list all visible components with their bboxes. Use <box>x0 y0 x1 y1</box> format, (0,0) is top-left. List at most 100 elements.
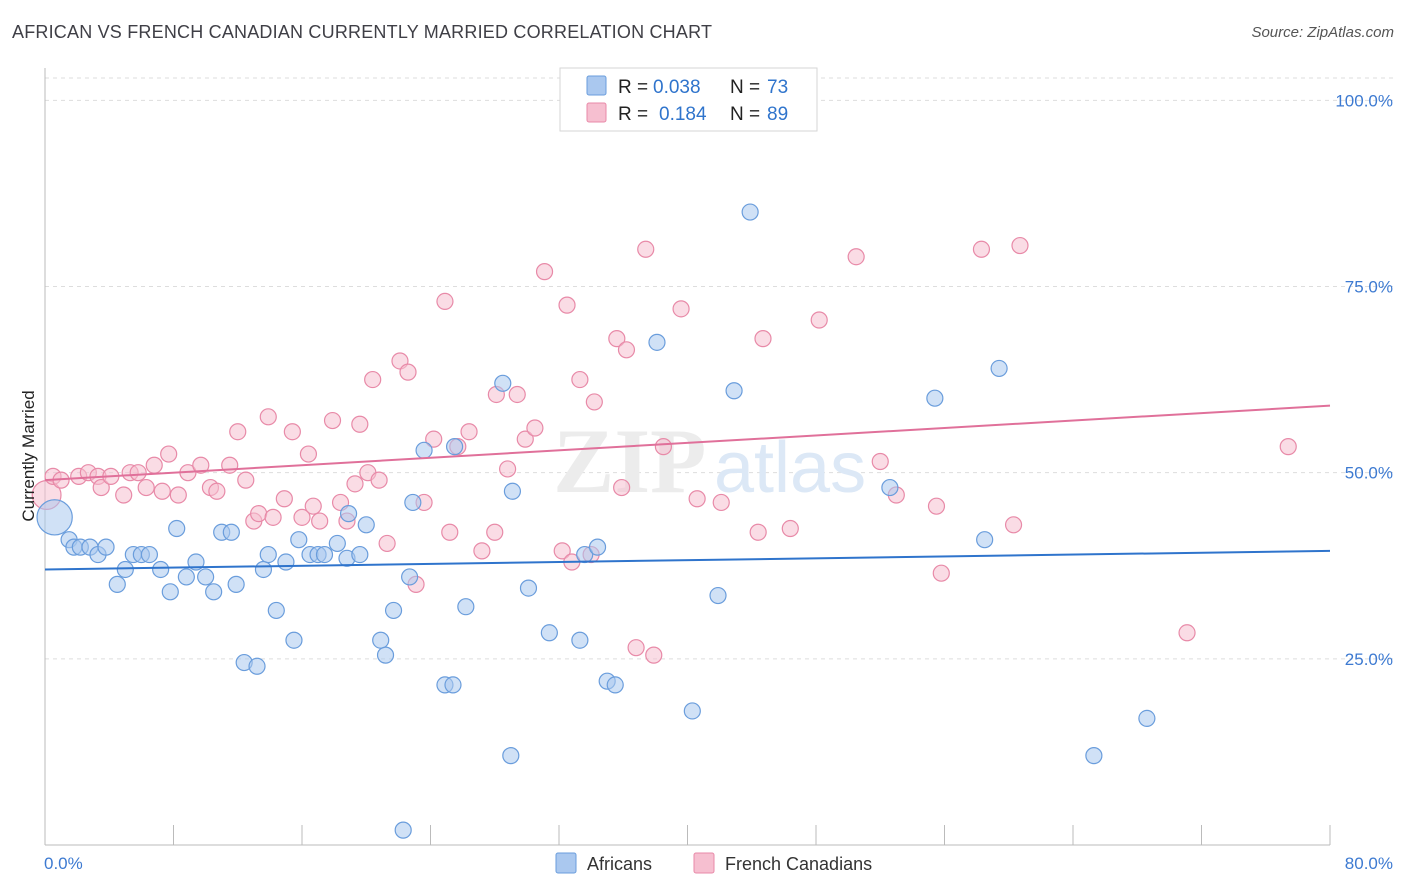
series-legend-swatch-french-canadians <box>693 852 715 874</box>
y-axis-label: Currently Married <box>19 390 38 521</box>
africans-point-63 <box>881 478 899 497</box>
series-legend-label-africans: Africans <box>587 854 652 874</box>
africans-point-23 <box>248 657 266 675</box>
french-canadians-point-65 <box>617 341 636 359</box>
trend-lines <box>44 404 1331 571</box>
french-canadians-point-46 <box>425 430 443 448</box>
legend-n-value-africans: 73 <box>767 77 788 98</box>
africans-point-55 <box>588 538 607 556</box>
legend-r-label-french-canadians: R = <box>618 104 648 125</box>
french-canadians-point-53 <box>499 460 517 478</box>
africans-point-46 <box>444 676 462 694</box>
africans-point-47 <box>445 438 464 456</box>
africans-point-43 <box>404 493 422 512</box>
french-canadians-point-80 <box>927 497 946 515</box>
africans-trend-line <box>44 549 1331 571</box>
africans-point-38 <box>372 631 390 649</box>
french-canadians-point-22 <box>237 471 255 489</box>
africans-point-27 <box>277 553 295 571</box>
french-canadians-point-62 <box>585 393 603 411</box>
africans-point-42 <box>401 568 419 586</box>
series-french-canadians-points <box>31 236 1297 664</box>
french-canadians-point-61 <box>571 370 589 389</box>
legend-r-value-french-canadians: 0.184 <box>659 104 707 125</box>
x-tick-label-max: 80.0% <box>1345 854 1393 873</box>
french-canadians-point-26 <box>264 508 282 526</box>
series-legend: Africans French Canadians <box>555 852 872 874</box>
french-canadians-point-39 <box>364 370 382 389</box>
french-canadians-point-36 <box>346 475 364 493</box>
africans-point-14 <box>168 519 186 538</box>
africans-point-60 <box>709 586 727 605</box>
africans-point-49 <box>494 374 512 392</box>
french-canadians-point-24 <box>250 505 268 523</box>
french-canadians-point-14 <box>160 445 178 463</box>
french-canadians-point-32 <box>311 512 329 530</box>
africans-point-16 <box>187 553 205 571</box>
french-canadians-point-74 <box>754 330 772 348</box>
french-canadians-point-13 <box>153 482 171 500</box>
x-tick-label-min: 0.0% <box>44 854 83 873</box>
africans-point-8 <box>116 560 134 579</box>
africans-point-40 <box>384 601 403 620</box>
french-canadians-point-59 <box>558 296 576 314</box>
french-canadians-point-63 <box>608 330 626 348</box>
africans-point-64 <box>926 389 944 407</box>
africans-point-66 <box>990 359 1008 378</box>
french-canadians-point-70 <box>672 300 690 318</box>
africans-point-28 <box>285 631 303 649</box>
africans-point-26 <box>267 601 285 620</box>
africans-point-36 <box>351 545 369 564</box>
chart-source: Source: ZipAtlas.com <box>1251 24 1394 41</box>
africans-point-48 <box>457 598 475 616</box>
french-canadians-point-12 <box>145 456 163 474</box>
africans-point-68 <box>1138 709 1156 728</box>
africans-point-17 <box>197 568 215 586</box>
africans-point-37 <box>357 516 375 534</box>
africans-point-61 <box>725 382 743 400</box>
africans-point-69 <box>502 747 520 765</box>
french-canadians-point-6 <box>92 478 110 497</box>
french-canadians-point-83 <box>1004 516 1023 534</box>
french-canadians-point-29 <box>293 508 311 526</box>
french-canadians-point-78 <box>871 452 889 471</box>
french-canadians-point-56 <box>526 419 544 437</box>
french-canadians-point-58 <box>553 542 571 560</box>
french-canadians-point-19 <box>208 482 226 500</box>
french-canadians-point-71 <box>688 490 706 508</box>
legend-n-label-africans: N = <box>730 77 760 98</box>
legend-r-value-africans: 0.038 <box>653 77 701 98</box>
africans-point-33 <box>328 534 346 553</box>
africans-point-6 <box>97 538 115 556</box>
africans-point-44 <box>415 441 433 459</box>
africans-point-32 <box>315 545 334 564</box>
french-canadians-point-76 <box>810 311 828 329</box>
africans-point-39 <box>376 646 395 664</box>
africans-point-11 <box>140 545 159 564</box>
french-canadians-point-50 <box>460 423 478 441</box>
stats-legend: R = 0.038 N = 73 R = 0.184 N = 89 <box>559 67 818 132</box>
french-canadians-point-20 <box>221 456 239 474</box>
africans-point-18 <box>205 583 223 601</box>
french-canadians-point-86 <box>1279 438 1297 456</box>
french-canadians-point-43 <box>399 363 417 381</box>
africans-point-62 <box>741 203 759 221</box>
legend-r-label-africans: R = <box>618 77 648 98</box>
africans-point-53 <box>571 631 589 649</box>
chart-title: AFRICAN VS FRENCH CANADIAN CURRENTLY MAR… <box>12 22 713 42</box>
africans-point-13 <box>161 583 179 601</box>
french-canadians-point-68 <box>645 646 663 664</box>
french-canadians-point-11 <box>137 478 155 497</box>
africans-point-59 <box>683 702 701 720</box>
french-canadians-point-27 <box>275 490 293 508</box>
series-legend-swatch-africans <box>555 852 577 874</box>
africans-point-57 <box>606 676 624 694</box>
watermark-atlas: atlas <box>714 428 866 508</box>
africans-point-29 <box>290 531 308 549</box>
french-canadians-point-75 <box>781 519 799 538</box>
africans-point-25 <box>259 545 277 564</box>
french-canadians-point-84 <box>1011 236 1029 255</box>
french-canadians-point-10 <box>129 464 147 482</box>
y-tick-label-2: 75.0% <box>1345 278 1393 297</box>
